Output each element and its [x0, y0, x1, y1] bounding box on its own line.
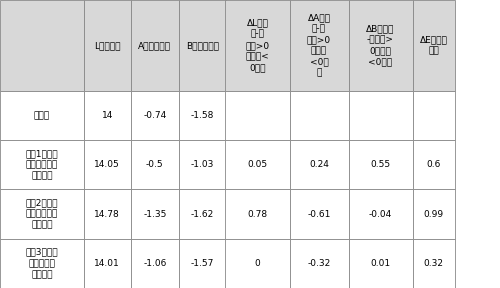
Bar [130, 190, 179, 239]
Bar [290, 190, 348, 239]
Bar [226, 140, 290, 190]
Text: -1.06: -1.06 [143, 259, 167, 268]
Text: 标准样: 标准样 [34, 111, 50, 120]
Bar [226, 91, 290, 140]
Bar [0, 0, 84, 91]
Text: 0.6: 0.6 [426, 160, 441, 169]
Text: -0.61: -0.61 [308, 210, 330, 219]
Bar [179, 140, 226, 190]
Text: ΔB（样品
-标样）>
0偏黄，
<0偏绿: ΔB（样品 -标样）> 0偏黄， <0偏绿 [366, 24, 394, 67]
Bar [348, 91, 412, 140]
Bar [226, 0, 290, 91]
Bar [290, 0, 348, 91]
Bar [130, 239, 179, 288]
Bar [179, 91, 226, 140]
Bar [412, 140, 455, 190]
Text: ΔA（样
品-标
样）>0
偏红，
<0偏
绿: ΔA（样 品-标 样）>0 偏红， <0偏 绿 [307, 13, 331, 77]
Bar [290, 140, 348, 190]
Bar [0, 190, 84, 239]
Bar [0, 140, 84, 190]
Text: B（黄、兰）: B（黄、兰） [186, 41, 218, 50]
Bar [179, 190, 226, 239]
Bar [84, 140, 130, 190]
Bar [0, 91, 84, 140]
Text: 0.55: 0.55 [370, 160, 390, 169]
Text: -0.32: -0.32 [308, 259, 330, 268]
Text: -0.74: -0.74 [143, 111, 167, 120]
Bar [84, 0, 130, 91]
Bar [84, 91, 130, 140]
Bar [0, 239, 84, 288]
Bar [412, 0, 455, 91]
Text: 0.24: 0.24 [309, 160, 329, 169]
Text: -1.35: -1.35 [143, 210, 167, 219]
Bar [290, 91, 348, 140]
Text: -0.5: -0.5 [146, 160, 164, 169]
Text: 14.78: 14.78 [94, 210, 120, 219]
Text: ΔL（样
品-标
样）>0
偏浅，<
0偏深: ΔL（样 品-标 样）>0 偏浅，< 0偏深 [246, 19, 270, 72]
Bar [290, 239, 348, 288]
Text: 样品3（小分
子和高分子
一起加）: 样品3（小分 子和高分子 一起加） [26, 248, 58, 279]
Bar [412, 190, 455, 239]
Text: -1.62: -1.62 [190, 210, 214, 219]
Text: 0.05: 0.05 [248, 160, 268, 169]
Text: 0: 0 [254, 259, 260, 268]
Bar [226, 239, 290, 288]
Text: L（深度）: L（深度） [94, 41, 120, 50]
Text: -0.04: -0.04 [369, 210, 392, 219]
Text: 0.32: 0.32 [424, 259, 444, 268]
Bar [84, 190, 130, 239]
Bar [179, 0, 226, 91]
Text: -1.57: -1.57 [190, 259, 214, 268]
Bar [412, 91, 455, 140]
Text: 样品1（先加
高分子，后加
小分子）: 样品1（先加 高分子，后加 小分子） [26, 149, 58, 180]
Text: 0.99: 0.99 [424, 210, 444, 219]
Bar [226, 190, 290, 239]
Text: ΔE（色差
值）: ΔE（色差 值） [420, 35, 448, 55]
Text: A（红、绿）: A（红、绿） [138, 41, 171, 50]
Text: 样品2（先加
小分子，后加
高分子）: 样品2（先加 小分子，后加 高分子） [26, 198, 58, 230]
Bar [348, 140, 412, 190]
Bar [348, 190, 412, 239]
Text: 14: 14 [102, 111, 113, 120]
Bar [84, 239, 130, 288]
Text: 14.05: 14.05 [94, 160, 120, 169]
Text: 0.01: 0.01 [370, 259, 390, 268]
Text: 0.78: 0.78 [248, 210, 268, 219]
Bar [412, 239, 455, 288]
Text: 14.01: 14.01 [94, 259, 120, 268]
Text: -1.58: -1.58 [190, 111, 214, 120]
Text: -1.03: -1.03 [190, 160, 214, 169]
Bar [348, 239, 412, 288]
Bar [130, 91, 179, 140]
Bar [179, 239, 226, 288]
Bar [130, 0, 179, 91]
Bar [348, 0, 412, 91]
Bar [130, 140, 179, 190]
